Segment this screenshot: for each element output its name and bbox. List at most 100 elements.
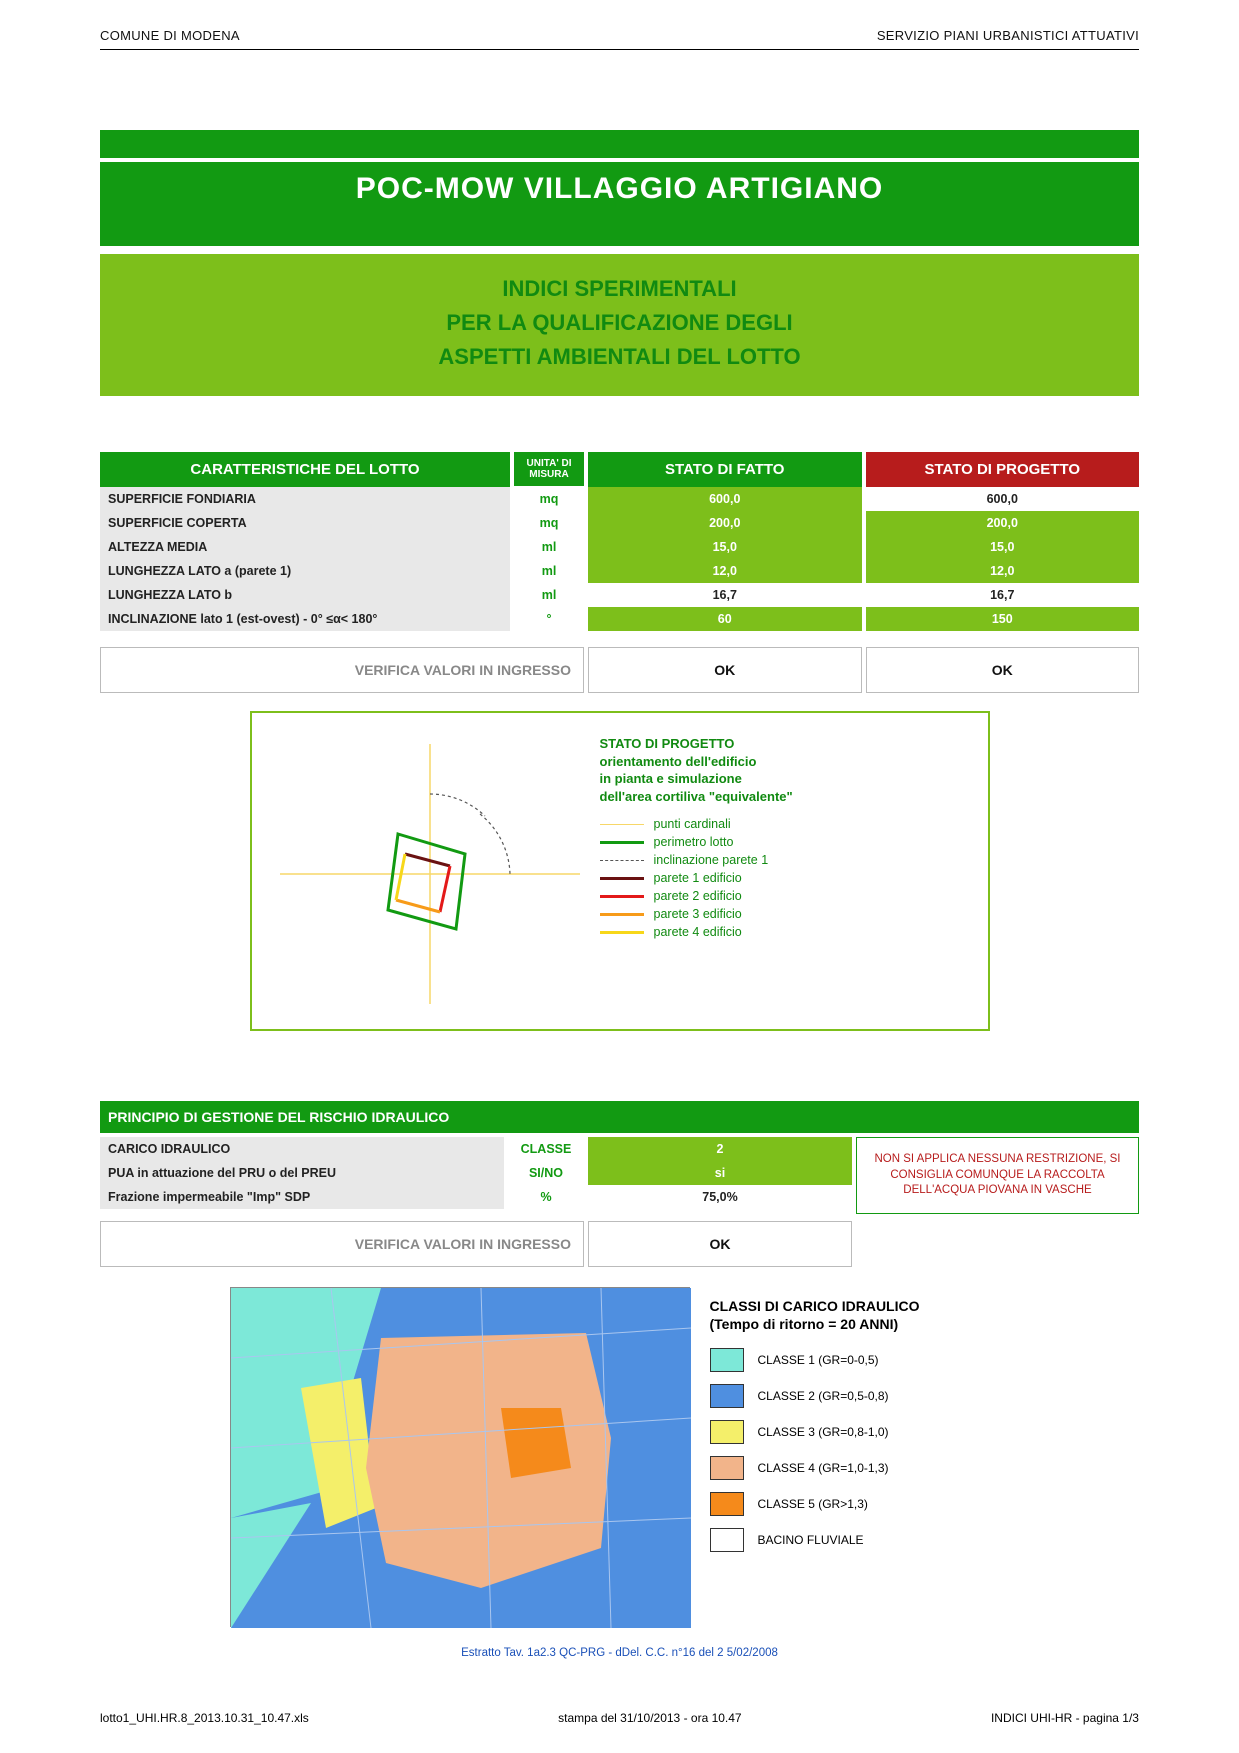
legend-item: punti cardinali [600, 817, 972, 831]
t1-verify-label: VERIFICA VALORI IN INGRESSO [100, 647, 584, 693]
map-legend-label: CLASSE 4 (GR=1,0-1,3) [758, 1461, 889, 1475]
hydraulic-risk: PRINCIPIO DI GESTIONE DEL RISCHIO IDRAUL… [100, 1101, 1139, 1267]
map-legend-item: CLASSE 5 (GR>1,3) [710, 1492, 1010, 1516]
diagram-svg [280, 744, 580, 1004]
banner-title: POC-MOW VILLAGGIO ARTIGIANO [356, 172, 884, 205]
table-row: ALTEZZA MEDIAml15,015,0 [100, 535, 1139, 559]
row-unit: mq [514, 511, 584, 535]
diagram-title-1: STATO DI PROGETTO [600, 735, 972, 753]
t2-verify-val: OK [588, 1221, 852, 1267]
table-row: LUNGHEZZA LATO a (parete 1)ml12,012,0 [100, 559, 1139, 583]
map-legend-swatch [710, 1456, 744, 1480]
t1-h2: UNITA' DI MISURA [514, 452, 584, 486]
diagram-title-2: orientamento dell'edificio [600, 753, 972, 771]
row-value-progetto: 16,7 [866, 583, 1140, 607]
page-footer: lotto1_UHI.HR.8_2013.10.31_10.47.xls sta… [100, 1711, 1139, 1725]
row-value-fatto: 200,0 [588, 511, 862, 535]
row-unit: CLASSE [508, 1137, 584, 1161]
legend-swatch [600, 860, 644, 861]
legend-item: inclinazione parete 1 [600, 853, 972, 867]
row-unit: ml [514, 535, 584, 559]
header-left: COMUNE DI MODENA [100, 28, 240, 43]
map-legend-label: CLASSE 3 (GR=0,8-1,0) [758, 1425, 889, 1439]
advice-box: NON SI APPLICA NESSUNA RESTRIZIONE, SI C… [856, 1137, 1139, 1214]
page-header: COMUNE DI MODENA SERVIZIO PIANI URBANIST… [100, 28, 1139, 50]
row-unit: ° [514, 607, 584, 631]
legend-label: perimetro lotto [654, 835, 734, 849]
t2-title: PRINCIPIO DI GESTIONE DEL RISCHIO IDRAUL… [100, 1101, 1139, 1133]
map-svg [231, 1288, 691, 1628]
title-banner: POC-MOW VILLAGGIO ARTIGIANO INDICI SPERI… [100, 130, 1139, 396]
map-legend-swatch [710, 1384, 744, 1408]
table-row: SUPERFICIE FONDIARIAmq600,0600,0 [100, 487, 1139, 511]
row-value-fatto: 60 [588, 607, 862, 631]
map-title-2: (Tempo di ritorno = 20 ANNI) [710, 1315, 1010, 1333]
row-label: Frazione impermeabile "Imp" SDP [100, 1185, 504, 1209]
legend-item: perimetro lotto [600, 835, 972, 849]
t2-verify-label: VERIFICA VALORI IN INGRESSO [100, 1221, 584, 1267]
map-legend-swatch [710, 1348, 744, 1372]
row-unit: mq [514, 487, 584, 511]
map-legend-label: CLASSE 1 (GR=0-0,5) [758, 1353, 879, 1367]
row-label: INCLINAZIONE lato 1 (est-ovest) - 0° ≤α<… [100, 607, 510, 631]
map-section: CLASSI DI CARICO IDRAULICO (Tempo di rit… [100, 1287, 1139, 1627]
t1-h3: STATO DI FATTO [588, 452, 862, 487]
table-row: SUPERFICIE COPERTAmq200,0200,0 [100, 511, 1139, 535]
legend-swatch [600, 931, 644, 934]
legend-item: parete 2 edificio [600, 889, 972, 903]
map-legend-item: CLASSE 3 (GR=0,8-1,0) [710, 1420, 1010, 1444]
map-legend-item: CLASSE 4 (GR=1,0-1,3) [710, 1456, 1010, 1480]
map-title-1: CLASSI DI CARICO IDRAULICO [710, 1297, 1010, 1315]
row-value: si [588, 1161, 852, 1185]
row-value-progetto: 600,0 [866, 487, 1140, 511]
row-label: CARICO IDRAULICO [100, 1137, 504, 1161]
t1-h1: CARATTERISTICHE DEL LOTTO [100, 452, 510, 487]
row-unit: SI/NO [508, 1161, 584, 1185]
legend-label: parete 3 edificio [654, 907, 742, 921]
row-value-progetto: 150 [866, 607, 1140, 631]
row-label: LUNGHEZZA LATO b [100, 583, 510, 607]
row-label: SUPERFICIE FONDIARIA [100, 487, 510, 511]
legend-item: parete 1 edificio [600, 871, 972, 885]
map-legend-item: BACINO FLUVIALE [710, 1528, 1010, 1552]
map-legend-label: CLASSE 2 (GR=0,5-0,8) [758, 1389, 889, 1403]
table-row: LUNGHEZZA LATO bml16,716,7 [100, 583, 1139, 607]
row-value-fatto: 600,0 [588, 487, 862, 511]
lot-characteristics: CARATTERISTICHE DEL LOTTO UNITA' DI MISU… [100, 452, 1139, 693]
legend-item: parete 3 edificio [600, 907, 972, 921]
banner-sub3: ASPETTI AMBIENTALI DEL LOTTO [100, 340, 1139, 374]
table-row: INCLINAZIONE lato 1 (est-ovest) - 0° ≤α<… [100, 607, 1139, 631]
t1-verify-v1: OK [588, 647, 862, 693]
t1-verify-v2: OK [866, 647, 1140, 693]
diagram-title-3: in pianta e simulazione [600, 770, 972, 788]
map-legend-item: CLASSE 1 (GR=0-0,5) [710, 1348, 1010, 1372]
row-value-progetto: 200,0 [866, 511, 1140, 535]
row-label: PUA in attuazione del PRU o del PREU [100, 1161, 504, 1185]
map-caption: Estratto Tav. 1a2.3 QC-PRG - dDel. C.C. … [100, 1647, 1139, 1659]
banner-sub1: INDICI SPERIMENTALI [100, 272, 1139, 306]
map-legend-swatch [710, 1528, 744, 1552]
legend-swatch [600, 841, 644, 844]
row-unit: ml [514, 559, 584, 583]
row-value-progetto: 15,0 [866, 535, 1140, 559]
legend-swatch [600, 877, 644, 880]
legend-label: punti cardinali [654, 817, 731, 831]
legend-label: parete 2 edificio [654, 889, 742, 903]
row-value-fatto: 12,0 [588, 559, 862, 583]
diagram-title-4: dell'area cortiliva "equivalente" [600, 788, 972, 806]
footer-right: INDICI UHI-HR - pagina 1/3 [991, 1711, 1139, 1725]
row-value-progetto: 12,0 [866, 559, 1140, 583]
row-value: 2 [588, 1137, 852, 1161]
row-label: ALTEZZA MEDIA [100, 535, 510, 559]
row-unit: % [508, 1185, 584, 1209]
row-label: SUPERFICIE COPERTA [100, 511, 510, 535]
row-value-fatto: 15,0 [588, 535, 862, 559]
legend-swatch [600, 824, 644, 825]
t1-h4: STATO DI PROGETTO [866, 452, 1140, 487]
legend-swatch [600, 895, 644, 898]
orientation-diagram: STATO DI PROGETTO orientamento dell'edif… [250, 711, 990, 1031]
legend-swatch [600, 913, 644, 916]
legend-item: parete 4 edificio [600, 925, 972, 939]
legend-label: parete 4 edificio [654, 925, 742, 939]
header-right: SERVIZIO PIANI URBANISTICI ATTUATIVI [877, 28, 1139, 43]
